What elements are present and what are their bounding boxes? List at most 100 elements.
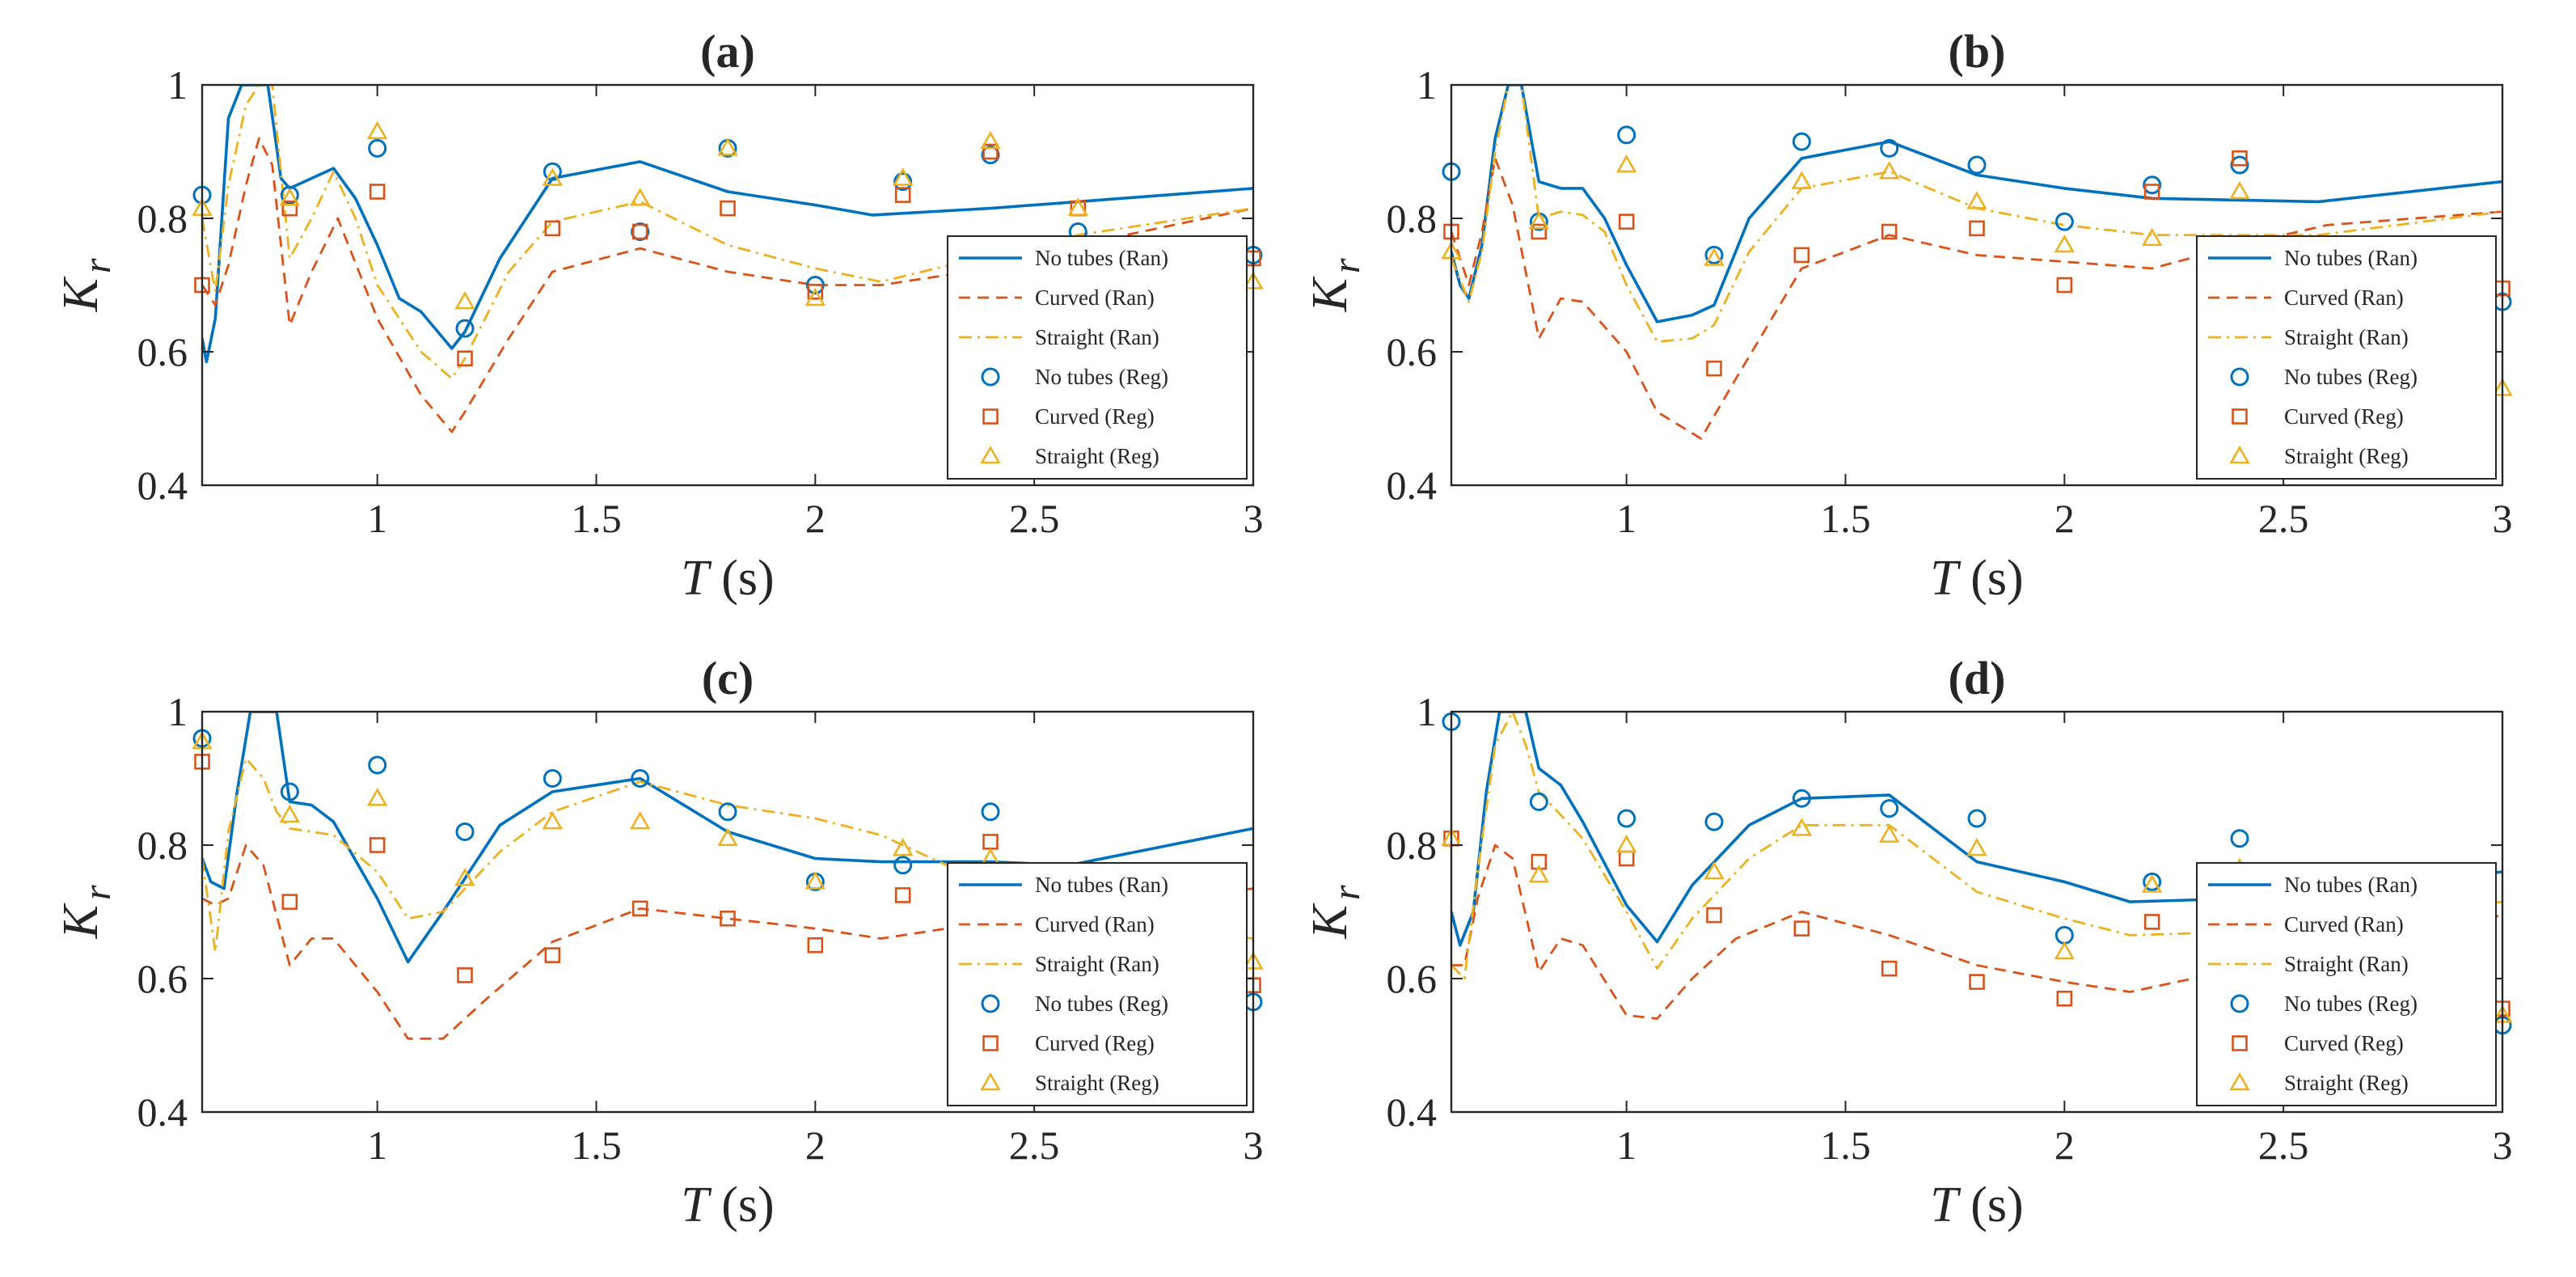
- data-point: [1706, 360, 1722, 377]
- data-point: [1791, 171, 1813, 189]
- legend-label: Straight (Ran): [1035, 952, 1159, 976]
- legend-label: Curved (Ran): [2284, 285, 2404, 310]
- data-point: [1529, 792, 1548, 811]
- panel-title: (d): [1949, 652, 2006, 704]
- data-point: [457, 350, 473, 367]
- series-line-2: [1451, 85, 2502, 344]
- x-axis-label-unit: (s): [709, 551, 775, 606]
- y-tick-label: 0.8: [137, 822, 188, 868]
- legend-label: No tubes (Ran): [2284, 873, 2418, 897]
- y-axis-label-main: K: [53, 903, 108, 940]
- legend-label: Straight (Reg): [2284, 1071, 2409, 1095]
- axes-box: [1450, 83, 2504, 487]
- legend-item: Straight (Ran): [959, 952, 1159, 976]
- y-tick-label: 0.4: [137, 1089, 188, 1135]
- axes-box: [201, 710, 1255, 1114]
- legend-item: Curved (Ran): [2208, 285, 2404, 310]
- data-point: [2143, 872, 2162, 891]
- x-tick-label: 3: [1244, 1123, 1264, 1168]
- legend-label: Curved (Ran): [2284, 912, 2404, 937]
- data-point: [1966, 191, 1987, 209]
- x-tick-label: 2.5: [2258, 1123, 2309, 1168]
- data-point: [2229, 180, 2250, 200]
- legend-label: Curved (Ran): [1035, 285, 1155, 310]
- legend: No tubes (Ran) Curved (Ran) Straight (Ran)…: [947, 862, 1248, 1106]
- x-tick-label: 1.5: [571, 1123, 622, 1168]
- x-tick-label: 2.5: [2258, 496, 2309, 541]
- data-point: [279, 188, 301, 206]
- data-point: [2230, 155, 2249, 175]
- x-axis-label: T (s): [681, 551, 774, 606]
- series-line-1: [1451, 157, 2502, 440]
- legend-marker-swatch: [982, 1035, 999, 1051]
- y-axis-label-sub: r: [1325, 258, 1368, 273]
- data-point: [1969, 974, 1985, 990]
- panel-0: (a) 1 1.5 2 2.5 3 0.4 0.6 0.8 1 T (s) Kr No tubes (R…: [53, 25, 1264, 606]
- data-point: [1878, 824, 1900, 843]
- data-point: [2143, 914, 2160, 930]
- legend-marker-swatch: [981, 367, 1000, 387]
- data-point: [2054, 925, 2074, 945]
- data-point: [543, 769, 562, 788]
- legend-item: Curved (Ran): [959, 912, 1155, 937]
- legend-item: Curved (Reg): [2232, 1031, 2404, 1055]
- legend: No tubes (Ran) Curved (Ran) Straight (Ran)…: [2196, 862, 2497, 1106]
- data-point: [1617, 125, 1636, 145]
- legend: No tubes (Ran) Curved (Ran) Straight (Ran)…: [947, 235, 1248, 480]
- data-point: [2056, 277, 2073, 294]
- series-line-2: [1451, 712, 2502, 980]
- series-line-0: [1451, 85, 2502, 323]
- legend-item: No tubes (Ran): [2208, 246, 2418, 270]
- series-line-0: [202, 712, 1253, 964]
- data-point: [2143, 184, 2160, 200]
- legend-item: Curved (Reg): [982, 404, 1155, 429]
- legend-label: Straight (Ran): [2284, 952, 2409, 976]
- x-tick-label: 1.5: [571, 496, 622, 541]
- legend-label: Straight (Reg): [1035, 444, 1159, 468]
- data-point: [892, 167, 914, 186]
- legend-label: Curved (Ran): [1035, 912, 1155, 937]
- x-tick-label: 2: [2054, 496, 2075, 541]
- legend-item: Straight (Reg): [2229, 444, 2409, 468]
- data-point: [631, 223, 648, 240]
- y-tick-label: 1: [167, 62, 188, 108]
- data-point: [1880, 799, 1899, 818]
- data-point: [720, 200, 736, 217]
- data-point: [1793, 247, 1810, 264]
- data-point: [2054, 212, 2074, 231]
- legend-marker-swatch: [981, 994, 1000, 1013]
- y-tick-label: 0.4: [137, 463, 188, 508]
- y-tick-label: 1: [167, 689, 188, 734]
- legend-label: No tubes (Reg): [2284, 365, 2418, 389]
- data-point: [2141, 874, 2163, 893]
- data-point: [629, 810, 651, 830]
- data-point: [544, 220, 561, 237]
- plot-area: [1451, 712, 2502, 1020]
- data-point: [629, 188, 651, 206]
- legend-item: Curved (Ran): [2208, 912, 2404, 937]
- data-point: [2054, 234, 2076, 253]
- legend-box: [947, 862, 1248, 1106]
- legend-label: Curved (Reg): [2284, 1031, 2404, 1055]
- data-point: [1531, 223, 1548, 240]
- data-point: [2143, 175, 2162, 195]
- legend-marker-swatch: [2229, 1072, 2250, 1091]
- data-point: [1528, 864, 1550, 883]
- y-tick-label: 0.6: [1387, 329, 1438, 374]
- data-point: [1966, 837, 1987, 856]
- data-point: [281, 894, 298, 910]
- data-point: [1880, 138, 1899, 158]
- data-point: [457, 967, 473, 983]
- data-point: [542, 167, 564, 186]
- y-tick-label: 0.8: [1387, 196, 1438, 241]
- legend-box: [947, 235, 1248, 480]
- data-point: [981, 802, 1000, 822]
- series-line-1: [202, 137, 1253, 433]
- data-point: [369, 184, 386, 200]
- legend-label: No tubes (Ran): [1035, 246, 1168, 270]
- x-axis-label: T (s): [1930, 1178, 2023, 1233]
- panel-title: (a): [700, 25, 755, 78]
- x-axis-label: T (s): [1930, 551, 2023, 606]
- series-line-1: [1451, 844, 2502, 1020]
- y-axis-label-main: K: [1303, 903, 1358, 940]
